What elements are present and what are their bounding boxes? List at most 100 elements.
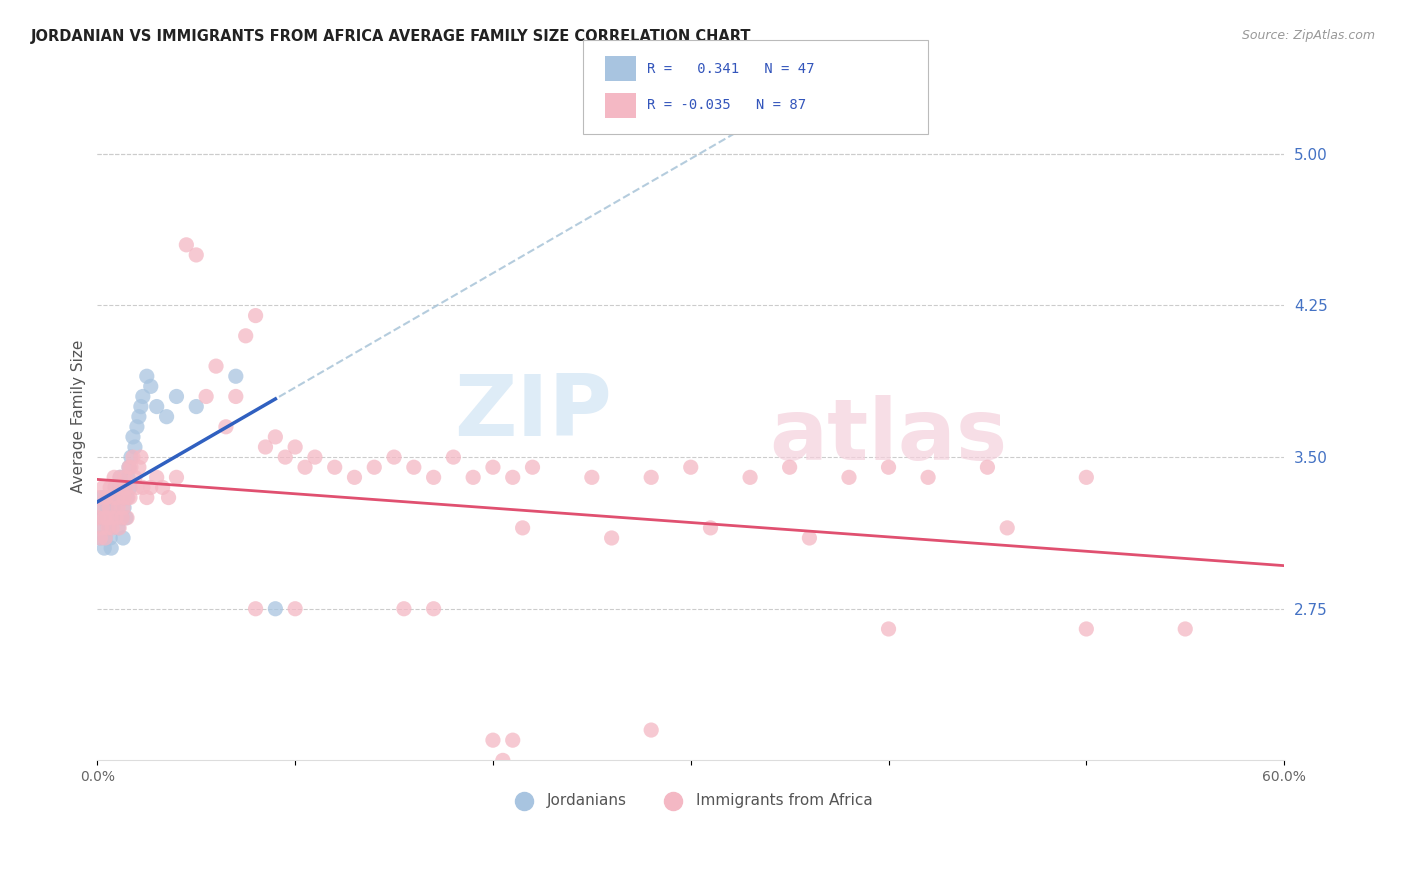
Point — [640, 723, 662, 737]
Point — [129, 400, 152, 414]
Point — [93, 541, 115, 555]
Point — [139, 379, 162, 393]
Point — [100, 510, 122, 524]
Point — [917, 470, 939, 484]
Point — [89, 491, 111, 505]
Point — [90, 510, 112, 524]
Point — [101, 500, 124, 515]
Point — [294, 460, 316, 475]
Point — [114, 480, 136, 494]
Point — [97, 491, 120, 505]
Point — [976, 460, 998, 475]
Point — [89, 531, 111, 545]
Point — [343, 470, 366, 484]
Point — [107, 521, 129, 535]
Text: JORDANIAN VS IMMIGRANTS FROM AFRICA AVERAGE FAMILY SIZE CORRELATION CHART: JORDANIAN VS IMMIGRANTS FROM AFRICA AVER… — [31, 29, 751, 45]
Point — [111, 510, 134, 524]
Point — [838, 470, 860, 484]
Point — [186, 248, 208, 262]
Point — [195, 389, 218, 403]
Point — [117, 470, 139, 484]
Point — [640, 470, 662, 484]
Text: ZIP: ZIP — [454, 371, 612, 454]
Point — [124, 470, 146, 484]
Point — [89, 531, 111, 545]
Point — [482, 733, 505, 747]
Text: R =   0.341   N = 47: R = 0.341 N = 47 — [647, 62, 814, 76]
Point — [274, 450, 297, 464]
Point — [104, 480, 127, 494]
Point — [254, 440, 277, 454]
Point — [96, 500, 118, 515]
Point — [1174, 622, 1197, 636]
Point — [145, 400, 167, 414]
Point — [512, 521, 534, 535]
Point — [166, 470, 188, 484]
Point — [522, 460, 544, 475]
Point — [118, 491, 141, 505]
Point — [91, 480, 114, 494]
Point — [225, 389, 247, 403]
Point — [96, 510, 118, 524]
Point — [502, 470, 524, 484]
Point — [108, 470, 131, 484]
Point — [205, 359, 228, 373]
Point — [135, 369, 157, 384]
Point — [581, 470, 603, 484]
Point — [96, 491, 118, 505]
Point — [679, 460, 702, 475]
Point — [103, 491, 125, 505]
Point — [482, 460, 505, 475]
Point — [115, 510, 138, 524]
Point — [463, 470, 485, 484]
Legend: Jordanians, Immigrants from Africa: Jordanians, Immigrants from Africa — [503, 788, 879, 814]
Point — [441, 450, 464, 464]
Point — [98, 521, 121, 535]
Point — [87, 510, 110, 524]
Point — [738, 470, 761, 484]
Point — [145, 470, 167, 484]
Point — [699, 521, 721, 535]
Point — [112, 531, 135, 545]
Point — [91, 500, 114, 515]
Point — [112, 500, 135, 515]
Point — [115, 510, 138, 524]
Text: R = -0.035   N = 87: R = -0.035 N = 87 — [647, 98, 806, 112]
Point — [101, 521, 124, 535]
Point — [105, 491, 128, 505]
Point — [245, 601, 267, 615]
Point — [105, 510, 128, 524]
Point — [382, 450, 405, 464]
Point — [877, 622, 900, 636]
Point — [111, 510, 134, 524]
Point — [115, 491, 138, 505]
Point — [799, 531, 821, 545]
Point — [125, 480, 148, 494]
Point — [104, 480, 127, 494]
Point — [1076, 622, 1098, 636]
Point — [157, 491, 180, 505]
Point — [94, 531, 117, 545]
Point — [110, 491, 132, 505]
Point — [284, 440, 307, 454]
Point — [118, 480, 141, 494]
Point — [245, 309, 267, 323]
Point — [235, 328, 257, 343]
Point — [492, 753, 515, 767]
Point — [128, 460, 150, 475]
Point — [89, 500, 111, 515]
Point — [363, 460, 385, 475]
Point — [110, 480, 132, 494]
Point — [215, 419, 238, 434]
Point — [112, 500, 135, 515]
Point — [323, 460, 346, 475]
Point — [600, 531, 623, 545]
Point — [264, 601, 287, 615]
Point — [107, 500, 129, 515]
Point — [101, 510, 124, 524]
Point — [118, 460, 141, 475]
Point — [502, 733, 524, 747]
Point — [186, 400, 208, 414]
Point — [114, 470, 136, 484]
Point — [108, 480, 131, 494]
